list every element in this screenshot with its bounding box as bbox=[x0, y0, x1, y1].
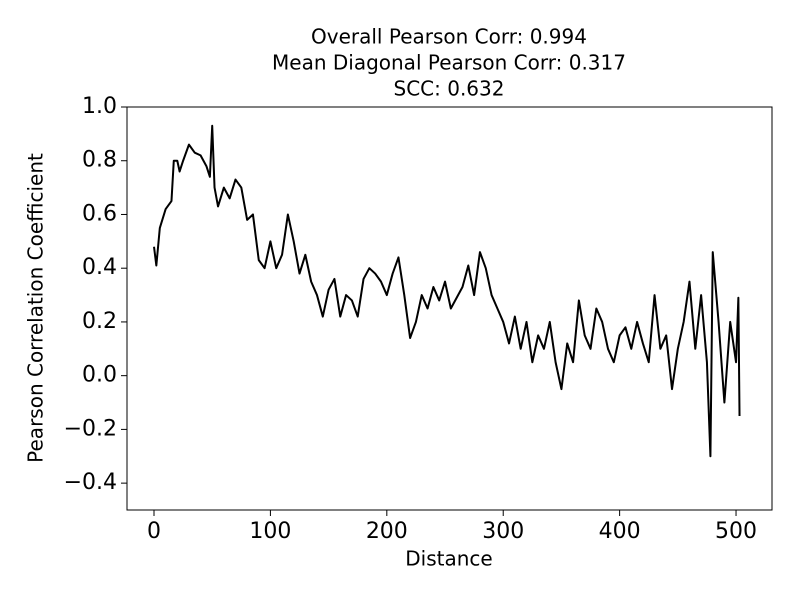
x-tick-label: 400 bbox=[599, 519, 641, 544]
x-tick-label: 100 bbox=[249, 519, 291, 544]
plot-frame bbox=[126, 106, 773, 511]
chart-title: SCC: 0.632 bbox=[394, 77, 505, 101]
y-tick-label: 0.4 bbox=[82, 255, 117, 280]
y-tick-label: 0.8 bbox=[82, 148, 117, 173]
y-axis-label: Pearson Correlation Coefficient bbox=[24, 153, 48, 463]
x-tick-label: 0 bbox=[147, 519, 161, 544]
chart-title: Mean Diagonal Pearson Corr: 0.317 bbox=[272, 51, 626, 75]
x-tick-label: 500 bbox=[715, 519, 757, 544]
x-tick-label: 200 bbox=[366, 519, 408, 544]
y-tick-label: −0.4 bbox=[64, 470, 117, 495]
y-tick-label: 1.0 bbox=[82, 94, 117, 119]
x-axis-label: Distance bbox=[405, 547, 492, 571]
y-tick-label: 0.2 bbox=[82, 309, 117, 334]
y-tick-label: −0.2 bbox=[64, 416, 117, 441]
data-line bbox=[153, 124, 741, 458]
chart-title: Overall Pearson Corr: 0.994 bbox=[311, 25, 587, 49]
y-tick-label: 0.6 bbox=[82, 201, 117, 226]
y-tick-label: 0.0 bbox=[82, 363, 117, 388]
x-tick-label: 300 bbox=[482, 519, 524, 544]
